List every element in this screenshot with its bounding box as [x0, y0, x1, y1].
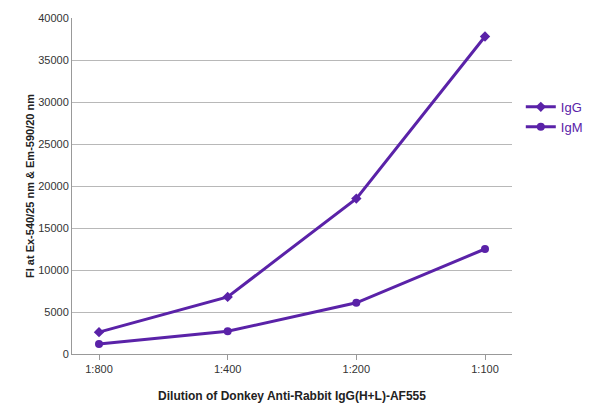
svg-text:1:100: 1:100 — [471, 363, 499, 375]
svg-text:Dilution of Donkey Anti-Rabbit: Dilution of Donkey Anti-Rabbit IgG(H+L)-… — [158, 389, 426, 403]
svg-text:1:800: 1:800 — [85, 363, 113, 375]
svg-text:40000: 40000 — [38, 12, 69, 24]
svg-text:15000: 15000 — [38, 222, 69, 234]
svg-text:1:400: 1:400 — [214, 363, 242, 375]
svg-text:0: 0 — [63, 348, 69, 360]
svg-text:IgM: IgM — [561, 120, 583, 135]
svg-text:20000: 20000 — [38, 180, 69, 192]
svg-text:25000: 25000 — [38, 138, 69, 150]
svg-text:FI at Ex-540/25 nm & Em-590/20: FI at Ex-540/25 nm & Em-590/20 nm — [24, 94, 36, 278]
svg-text:10000: 10000 — [38, 264, 69, 276]
svg-text:1:200: 1:200 — [343, 363, 371, 375]
svg-text:35000: 35000 — [38, 54, 69, 66]
svg-text:5000: 5000 — [44, 306, 68, 318]
svg-text:30000: 30000 — [38, 96, 69, 108]
svg-text:IgG: IgG — [561, 100, 582, 115]
